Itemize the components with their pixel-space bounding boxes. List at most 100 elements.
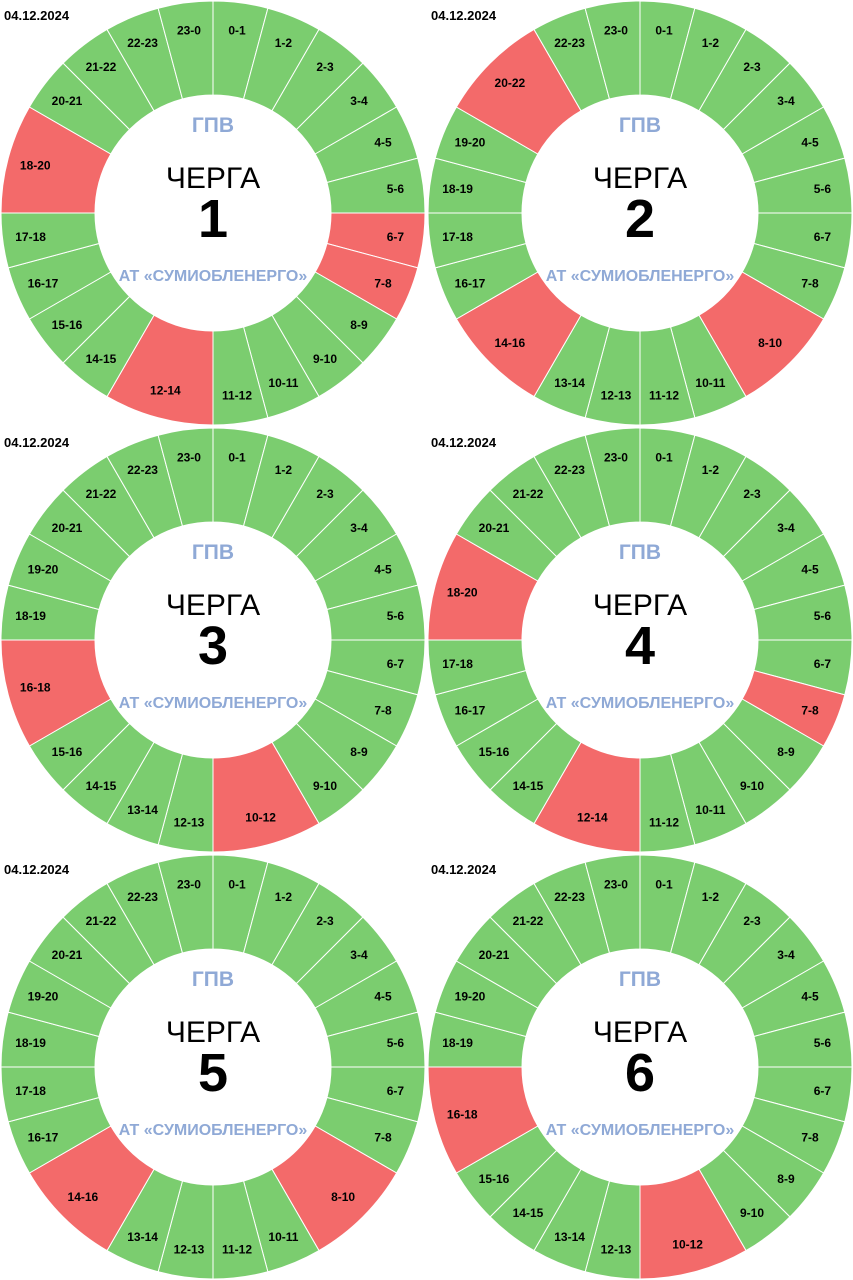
schedule-title: ГПВ bbox=[618, 114, 662, 137]
hour-segment-label: 12-14 bbox=[577, 811, 608, 825]
hour-segment-label: 4-5 bbox=[374, 990, 392, 1004]
schedule-panel-1: 0-1 1-2 2-3 3-4 4-5 5-6 6-7 7-8 8-9 9-10 10-11 11-1… bbox=[0, 0, 426, 426]
queue-number: 5 bbox=[197, 1043, 229, 1103]
hour-segment-label: 0-1 bbox=[655, 878, 673, 892]
schedule-date: 04.12.2024 bbox=[431, 435, 497, 450]
hour-segment-label: 5-6 bbox=[387, 1036, 405, 1050]
center-disc bbox=[522, 522, 758, 758]
hour-segment-label: 7-8 bbox=[801, 1130, 819, 1144]
hour-segment-label: 4-5 bbox=[374, 136, 392, 150]
hour-segment-label: 6-7 bbox=[814, 230, 832, 244]
schedule-title: ГПВ bbox=[191, 968, 235, 991]
schedule-ring: 0-1 1-2 2-3 3-4 4-5 5-6 6-7 7-8 8-10 10-11 11-12 12… bbox=[427, 0, 853, 426]
hour-segment-label: 1-2 bbox=[275, 36, 293, 50]
hour-segment-label: 23-0 bbox=[177, 24, 201, 38]
hour-segment-label: 4-5 bbox=[374, 563, 392, 577]
hour-segment-label: 20-21 bbox=[479, 948, 510, 962]
hour-segment-label: 7-8 bbox=[801, 703, 819, 717]
schedule-title: ГПВ bbox=[618, 968, 662, 991]
schedule-ring: 0-1 1-2 2-3 3-4 4-5 5-6 6-7 7-8 8-10 10-11 11-12 12… bbox=[0, 854, 426, 1280]
hour-segment-label: 15-16 bbox=[52, 745, 83, 759]
hour-segment-label: 21-22 bbox=[513, 487, 544, 501]
hour-segment-label: 18-19 bbox=[442, 182, 473, 196]
hour-segment-label: 0-1 bbox=[228, 451, 246, 465]
hour-segment-label: 13-14 bbox=[554, 376, 585, 390]
hour-segment-label: 4-5 bbox=[801, 990, 819, 1004]
queue-number: 1 bbox=[197, 189, 229, 249]
hour-segment-label: 3-4 bbox=[777, 521, 795, 535]
hour-segment-label: 12-13 bbox=[601, 1242, 632, 1256]
hour-segment-label: 0-1 bbox=[655, 451, 673, 465]
hour-segment-label: 14-16 bbox=[68, 1190, 99, 1204]
hour-segment-label: 3-4 bbox=[777, 94, 795, 108]
hour-segment-label: 7-8 bbox=[374, 276, 392, 290]
hour-segment-label: 18-19 bbox=[442, 1036, 473, 1050]
queue-heading: ЧЕРГА bbox=[592, 162, 688, 195]
hour-segment-label: 5-6 bbox=[814, 182, 832, 196]
hour-segment-label: 11-12 bbox=[649, 815, 679, 829]
hour-segment-label: 0-1 bbox=[228, 24, 246, 38]
hour-segment-label: 16-18 bbox=[20, 681, 51, 695]
hour-segment-label: 9-10 bbox=[740, 779, 764, 793]
hour-segment-label: 22-23 bbox=[554, 36, 585, 50]
hour-segment-label: 7-8 bbox=[374, 703, 392, 717]
hour-segment-label: 3-4 bbox=[350, 521, 368, 535]
hour-segment-label: 3-4 bbox=[350, 948, 368, 962]
hour-segment-label: 1-2 bbox=[702, 890, 720, 904]
hour-segment-label: 15-16 bbox=[479, 1172, 510, 1186]
hour-segment-label: 18-19 bbox=[15, 609, 46, 623]
hour-segment-label: 11-12 bbox=[222, 1242, 252, 1256]
hour-segment-label: 23-0 bbox=[604, 24, 628, 38]
company-name: АТ «СУМИОБЛЕНЕРГО» bbox=[118, 695, 308, 712]
company-name: АТ «СУМИОБЛЕНЕРГО» bbox=[545, 1122, 735, 1139]
queue-number: 6 bbox=[624, 1043, 656, 1103]
center-disc bbox=[95, 95, 331, 331]
queue-heading: ЧЕРГА bbox=[592, 589, 688, 622]
hour-segment-label: 6-7 bbox=[814, 1084, 832, 1098]
hour-segment-label: 23-0 bbox=[604, 451, 628, 465]
hour-segment-label: 12-14 bbox=[150, 384, 181, 398]
hour-segment-label: 12-13 bbox=[174, 815, 205, 829]
hour-segment-label: 20-21 bbox=[479, 521, 510, 535]
hour-segment-label: 14-16 bbox=[495, 336, 526, 350]
hour-segment-label: 9-10 bbox=[313, 779, 337, 793]
hour-segment-label: 8-10 bbox=[331, 1190, 355, 1204]
hour-segment-label: 8-9 bbox=[350, 745, 368, 759]
hour-segment-label: 18-20 bbox=[447, 585, 478, 599]
hour-segment-label: 2-3 bbox=[743, 914, 761, 928]
hour-segment-label: 16-18 bbox=[447, 1108, 478, 1122]
schedule-title: ГПВ bbox=[618, 541, 662, 564]
hour-segment-label: 19-20 bbox=[455, 136, 486, 150]
hour-segment-label: 8-10 bbox=[758, 336, 782, 350]
hour-segment-label: 3-4 bbox=[350, 94, 368, 108]
hour-segment-label: 8-9 bbox=[777, 1172, 795, 1186]
hour-segment-label: 21-22 bbox=[513, 914, 544, 928]
hour-segment-label: 10-11 bbox=[695, 376, 725, 390]
hour-segment-label: 5-6 bbox=[387, 609, 405, 623]
hour-segment-label: 12-13 bbox=[601, 388, 632, 402]
queue-number: 3 bbox=[197, 616, 229, 676]
hour-segment-label: 7-8 bbox=[374, 1130, 392, 1144]
schedule-ring: 0-1 1-2 2-3 3-4 4-5 5-6 6-7 7-8 8-9 9-10 10-11 11-1… bbox=[427, 427, 853, 853]
queue-number: 2 bbox=[624, 189, 656, 249]
schedule-date: 04.12.2024 bbox=[431, 8, 497, 23]
hour-segment-label: 19-20 bbox=[455, 990, 486, 1004]
hour-segment-label: 22-23 bbox=[127, 463, 158, 477]
hour-segment-label: 4-5 bbox=[801, 563, 819, 577]
hour-segment-label: 18-19 bbox=[15, 1036, 46, 1050]
company-name: АТ «СУМИОБЛЕНЕРГО» bbox=[118, 1122, 308, 1139]
hour-segment-label: 17-18 bbox=[15, 1084, 46, 1098]
center-disc bbox=[95, 949, 331, 1185]
hour-segment-label: 15-16 bbox=[52, 318, 83, 332]
company-name: АТ «СУМИОБЛЕНЕРГО» bbox=[545, 695, 735, 712]
hour-segment-label: 10-11 bbox=[695, 803, 725, 817]
schedule-ring: 0-1 1-2 2-3 3-4 4-5 5-6 6-7 7-8 8-9 9-10 10-11 11-1… bbox=[0, 0, 426, 426]
hour-segment-label: 14-15 bbox=[86, 779, 117, 793]
schedule-title: ГПВ bbox=[191, 541, 235, 564]
hour-segment-label: 1-2 bbox=[702, 463, 720, 477]
schedule-panel-5: 0-1 1-2 2-3 3-4 4-5 5-6 6-7 7-8 8-10 10-11 11-12 12… bbox=[0, 854, 426, 1280]
hour-segment-label: 2-3 bbox=[316, 60, 334, 74]
hour-segment-label: 10-11 bbox=[268, 1230, 298, 1244]
hour-segment-label: 11-12 bbox=[649, 388, 679, 402]
hour-segment-label: 8-9 bbox=[777, 745, 795, 759]
